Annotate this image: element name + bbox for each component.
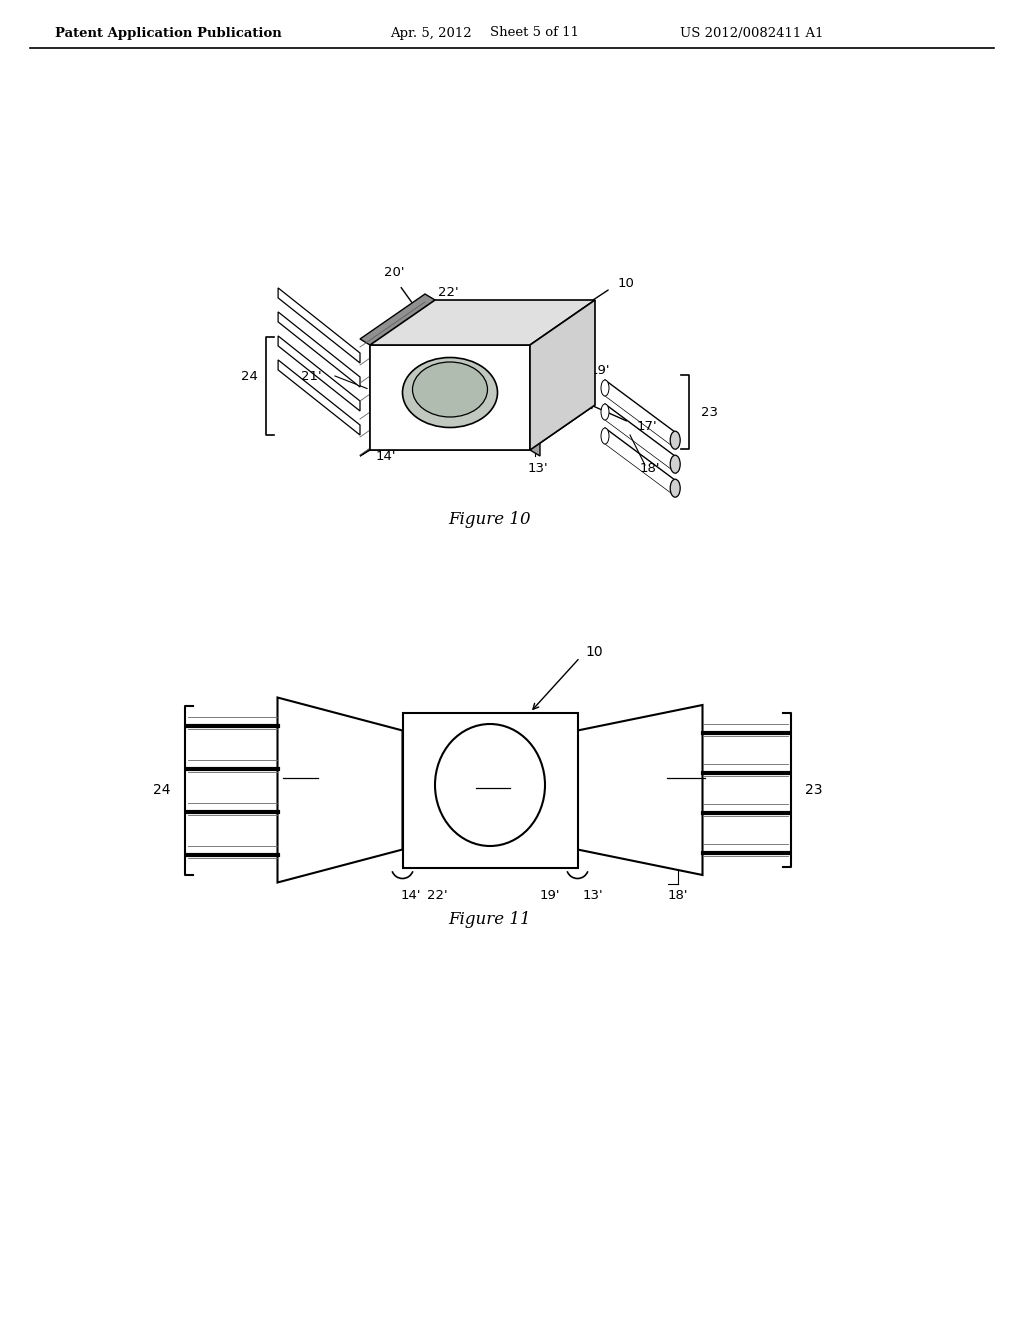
Text: 18': 18': [640, 462, 660, 474]
Polygon shape: [370, 345, 530, 450]
Polygon shape: [370, 300, 595, 345]
Text: US 2012/0082411 A1: US 2012/0082411 A1: [680, 26, 823, 40]
Ellipse shape: [670, 479, 680, 498]
Ellipse shape: [413, 362, 487, 417]
Text: 19': 19': [540, 888, 560, 902]
Text: 22': 22': [427, 888, 447, 902]
Text: 13': 13': [527, 462, 548, 474]
Text: 14': 14': [376, 450, 396, 463]
Polygon shape: [360, 294, 435, 455]
Text: Figure 11: Figure 11: [449, 912, 531, 928]
Text: 14': 14': [400, 888, 421, 902]
Polygon shape: [279, 312, 360, 387]
Text: Figure 10: Figure 10: [449, 511, 531, 528]
Ellipse shape: [601, 428, 609, 444]
Text: 20': 20': [289, 766, 310, 779]
Text: 24: 24: [153, 783, 171, 797]
Text: 22': 22': [438, 286, 459, 300]
Text: 17': 17': [674, 766, 695, 779]
Text: 13': 13': [583, 888, 603, 902]
Text: 16': 16': [479, 775, 501, 789]
Polygon shape: [279, 335, 360, 411]
Ellipse shape: [670, 455, 680, 473]
Polygon shape: [279, 360, 360, 436]
Polygon shape: [278, 697, 402, 883]
Text: Patent Application Publication: Patent Application Publication: [55, 26, 282, 40]
Text: 18': 18': [668, 888, 688, 902]
Text: Sheet 5 of 11: Sheet 5 of 11: [490, 26, 579, 40]
Text: 19': 19': [590, 364, 610, 376]
Text: 17': 17': [637, 420, 657, 433]
Text: 10: 10: [617, 277, 635, 290]
Polygon shape: [279, 288, 360, 363]
Ellipse shape: [670, 432, 680, 449]
Text: 21': 21': [287, 853, 307, 866]
Polygon shape: [530, 300, 595, 450]
Polygon shape: [402, 713, 578, 867]
Ellipse shape: [601, 380, 609, 396]
Text: 23: 23: [701, 405, 718, 418]
Text: 10: 10: [585, 645, 603, 660]
Ellipse shape: [435, 723, 545, 846]
Ellipse shape: [601, 404, 609, 420]
Polygon shape: [530, 339, 540, 455]
Text: Apr. 5, 2012: Apr. 5, 2012: [390, 26, 472, 40]
Polygon shape: [370, 405, 595, 450]
Text: 20': 20': [384, 265, 404, 279]
Ellipse shape: [402, 358, 498, 428]
Text: 24: 24: [242, 370, 258, 383]
Text: 23: 23: [805, 783, 822, 797]
Text: 21': 21': [301, 370, 322, 383]
Text: 16': 16': [375, 341, 395, 354]
Polygon shape: [578, 705, 702, 875]
